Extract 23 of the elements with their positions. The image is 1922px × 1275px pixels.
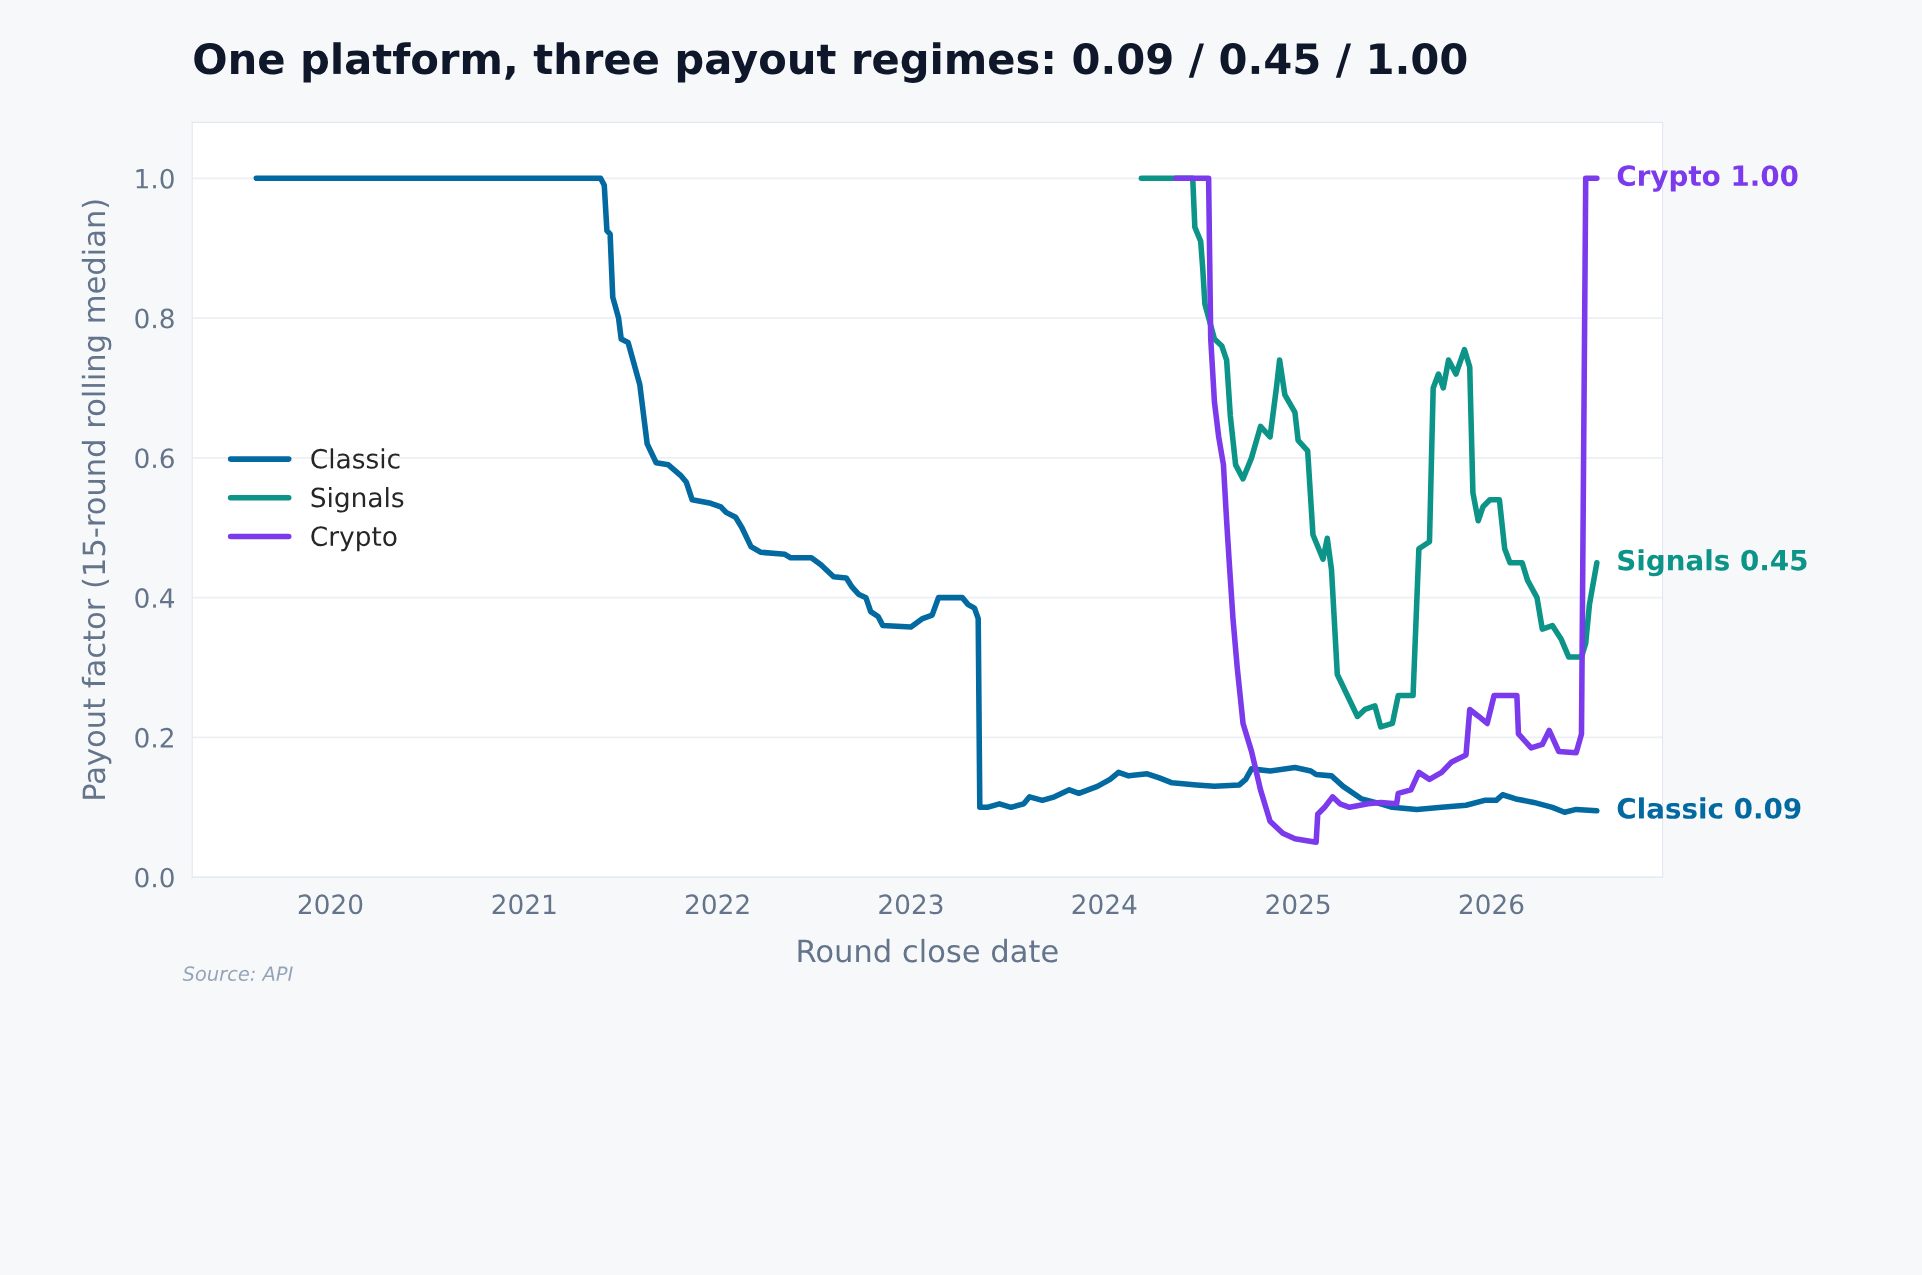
chart-title: One platform, three payout regimes: 0.09 / 0.45 / 1.00 xyxy=(194,42,1467,83)
x-tick-label: 2022 xyxy=(685,894,749,915)
annotation: Signals 0.45 xyxy=(1618,549,1807,577)
x-tick-label: 2026 xyxy=(1459,894,1524,915)
x-tick-label: 2020 xyxy=(298,894,363,915)
legend-label: Crypto xyxy=(311,526,397,552)
y-axis-title: Payout factor (15-round rolling median) xyxy=(81,200,112,799)
y-tick-label: 1.0 xyxy=(136,168,174,189)
legend-label: Signals xyxy=(311,487,404,513)
source-note: Source: API xyxy=(182,966,293,982)
y-tick-label: 0.4 xyxy=(135,588,175,609)
y-tick-label: 0.0 xyxy=(135,867,174,888)
y-tick-label: 0.8 xyxy=(135,308,174,329)
x-tick-label: 2021 xyxy=(492,894,556,915)
x-tick-label: 2023 xyxy=(879,894,943,915)
x-axis-title: Round close date xyxy=(798,938,1058,963)
annotation: Crypto 1.00 xyxy=(1617,165,1798,192)
legend-label: Classic xyxy=(311,448,400,469)
y-tick-label: 0.6 xyxy=(135,448,174,469)
x-tick-label: 2024 xyxy=(1072,894,1137,915)
y-tick-label: 0.2 xyxy=(135,727,173,748)
annotation: Classic 0.09 xyxy=(1617,797,1801,819)
x-tick-label: 2025 xyxy=(1266,894,1330,915)
